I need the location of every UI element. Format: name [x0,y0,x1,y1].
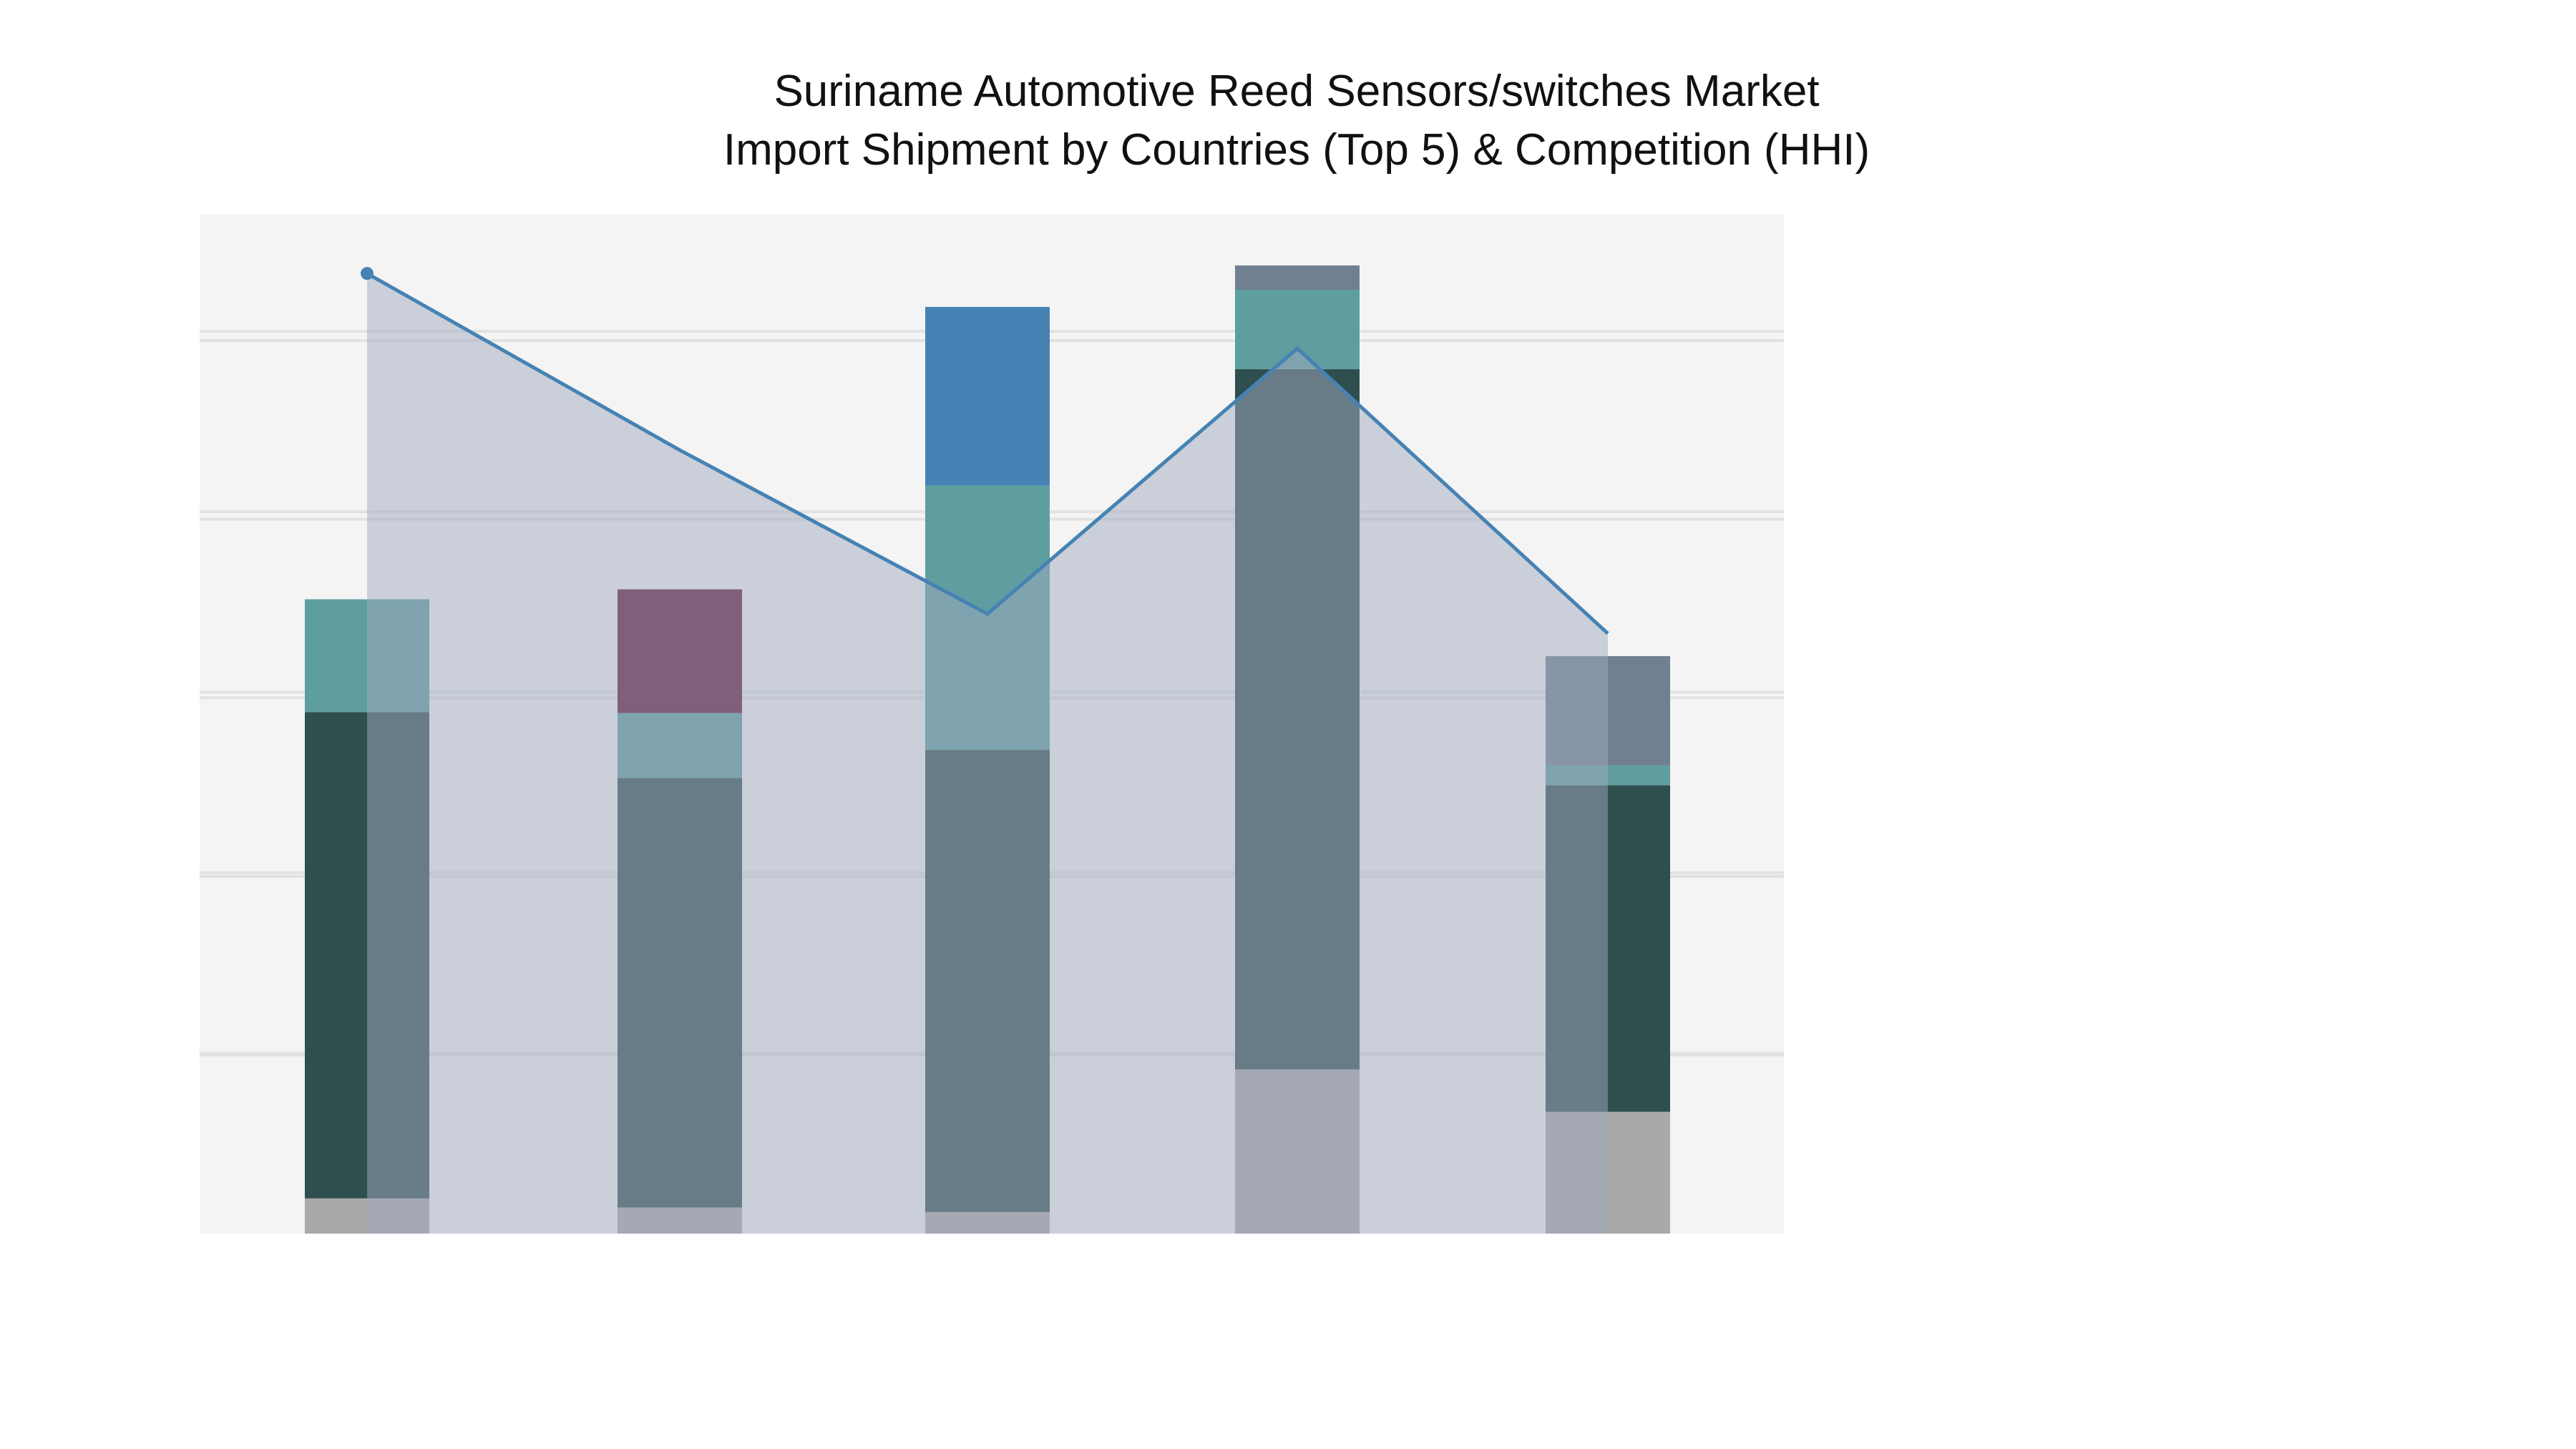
hhi-line [366,271,1609,635]
bar-segment-united-kingdom[interactable] [1235,265,1360,290]
chart-title-line-2: Import Shipment by Countries (Top 5) & C… [723,125,1870,175]
chart-title-line-1: Suriname Automotive Reed Sensors/switche… [774,67,1820,116]
bar-segment-mexico[interactable] [925,306,1050,486]
hhi-point[interactable] [361,267,374,280]
hhi-area [367,273,1608,1234]
